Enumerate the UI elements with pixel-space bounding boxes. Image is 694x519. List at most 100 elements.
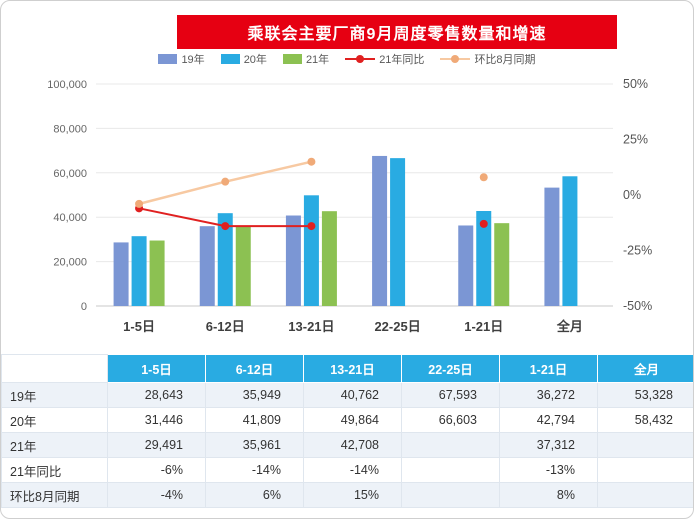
legend-swatch-icon bbox=[158, 54, 178, 64]
y-axis-label: 40,000 bbox=[53, 212, 87, 224]
bar bbox=[458, 225, 474, 306]
table-header-cell: 1-5日 bbox=[107, 354, 206, 383]
secondary-y-axis-label: -50% bbox=[623, 299, 652, 313]
table-cell: 31,446 bbox=[107, 407, 206, 433]
table-cell bbox=[597, 432, 693, 458]
bar bbox=[562, 176, 578, 306]
bar bbox=[476, 210, 492, 306]
table-header-cell bbox=[1, 354, 108, 383]
table-header-cell: 全月 bbox=[597, 354, 693, 383]
secondary-y-axis-label: 50% bbox=[623, 77, 648, 91]
bar bbox=[131, 236, 147, 306]
data-point bbox=[221, 177, 230, 186]
table-cell: 66,603 bbox=[401, 407, 500, 433]
table-cell: -13% bbox=[499, 457, 598, 483]
table-cell: 41,809 bbox=[205, 407, 304, 433]
table-row: 21年 29,491 35,961 42,708 37,312 bbox=[1, 432, 693, 458]
data-table: 1-5日 6-12日 13-21日 22-25日 1-21日 全月 19年 28,643 35,… bbox=[1, 354, 693, 508]
table-header-cell: 13-21日 bbox=[303, 354, 402, 383]
bar bbox=[372, 155, 388, 306]
x-axis-label: 6-12日 bbox=[206, 319, 245, 334]
table-cell: 40,762 bbox=[303, 382, 402, 408]
table-cell: 29,491 bbox=[107, 432, 206, 458]
secondary-y-axis-label: 0% bbox=[623, 188, 641, 202]
table-cell: -14% bbox=[205, 457, 304, 483]
table-cell: 42,708 bbox=[303, 432, 402, 458]
table-cell: 35,949 bbox=[205, 382, 304, 408]
table-cell: 53,328 bbox=[597, 382, 693, 408]
data-point bbox=[479, 173, 488, 182]
data-point bbox=[307, 157, 316, 166]
table-cell: -4% bbox=[107, 482, 206, 508]
bar bbox=[390, 158, 406, 306]
legend-label: 20年 bbox=[243, 54, 267, 66]
bar bbox=[113, 242, 129, 306]
bar bbox=[303, 195, 319, 306]
row-label: 环比8月同期 bbox=[1, 482, 108, 508]
table-row: 21年同比 -6% -14% -14% -13% bbox=[1, 457, 693, 483]
bar bbox=[199, 226, 215, 306]
table-cell: 8% bbox=[499, 482, 598, 508]
y-axis-label: 20,000 bbox=[53, 257, 87, 269]
bar bbox=[544, 187, 560, 306]
legend-label: 21年 bbox=[305, 54, 330, 66]
x-axis-label: 全月 bbox=[556, 319, 583, 334]
bar bbox=[285, 215, 301, 306]
table-cell bbox=[401, 432, 500, 458]
x-axis-label: 13-21日 bbox=[288, 319, 334, 334]
y-axis-label: 100,000 bbox=[47, 79, 87, 91]
y-axis-label: 60,000 bbox=[53, 168, 87, 180]
bar bbox=[494, 223, 510, 306]
table-row: 环比8月同期 -4% 6% 15% 8% bbox=[1, 482, 693, 508]
bar bbox=[321, 211, 337, 306]
row-label: 20年 bbox=[1, 407, 108, 433]
page-title: 乘联会主要厂商9月周度零售数量和增速 bbox=[177, 15, 617, 49]
table-header-cell: 1-21日 bbox=[499, 354, 598, 383]
legend-label: 环比8月同期 bbox=[474, 54, 536, 66]
data-point bbox=[221, 222, 230, 231]
table-cell: -14% bbox=[303, 457, 402, 483]
legend-line-swatch-icon bbox=[345, 54, 376, 64]
table-cell: 6% bbox=[205, 482, 304, 508]
row-label: 21年同比 bbox=[1, 457, 108, 483]
x-axis-label: 22-25日 bbox=[374, 319, 420, 334]
bar bbox=[235, 226, 251, 306]
table-cell: 58,432 bbox=[597, 407, 693, 433]
legend-item: 21年同比 bbox=[345, 51, 424, 67]
table-cell bbox=[401, 457, 500, 483]
weekly-retail-chart: 0 20,000 40,000 60,000 80,000 100,000 -50% -25%… bbox=[47, 77, 652, 334]
legend-item: 19年 bbox=[158, 51, 205, 67]
data-point bbox=[135, 199, 144, 208]
legend-swatch-icon bbox=[282, 54, 302, 64]
legend-line-swatch-icon bbox=[440, 54, 471, 64]
table-header-cell: 6-12日 bbox=[205, 354, 304, 383]
data-point bbox=[479, 219, 488, 228]
legend-item: 20年 bbox=[220, 51, 267, 67]
data-point bbox=[307, 222, 316, 231]
legend-item: 环比8月同期 bbox=[440, 51, 536, 67]
table-cell bbox=[401, 482, 500, 508]
row-label: 19年 bbox=[1, 382, 108, 408]
y-axis-label: 0 bbox=[81, 301, 87, 313]
title-bar: 乘联会主要厂商9月周度零售数量和增速 bbox=[1, 15, 693, 49]
table-cell: 15% bbox=[303, 482, 402, 508]
table-header-row: 1-5日 6-12日 13-21日 22-25日 1-21日 全月 bbox=[1, 354, 693, 383]
table-cell: -6% bbox=[107, 457, 206, 483]
table-cell: 49,864 bbox=[303, 407, 402, 433]
x-axis-label: 1-21日 bbox=[464, 319, 503, 334]
y-axis-label: 80,000 bbox=[53, 123, 87, 135]
table-cell: 36,272 bbox=[499, 382, 598, 408]
table-cell: 37,312 bbox=[499, 432, 598, 458]
table-cell bbox=[597, 482, 693, 508]
secondary-y-axis-label: 25% bbox=[623, 133, 648, 147]
table-row: 19年 28,643 35,949 40,762 67,593 36,272 53,328 bbox=[1, 382, 693, 408]
legend-item: 21年 bbox=[282, 51, 330, 67]
secondary-y-axis-label: -25% bbox=[623, 244, 652, 258]
legend-label: 19年 bbox=[181, 54, 205, 66]
table-cell: 67,593 bbox=[401, 382, 500, 408]
bar bbox=[217, 213, 233, 306]
table-cell: 42,794 bbox=[499, 407, 598, 433]
legend-swatch-icon bbox=[220, 54, 240, 64]
chart-legend: 19年 20年 21年 21年同比 环比8月同期 bbox=[1, 52, 693, 66]
table-cell bbox=[597, 457, 693, 483]
